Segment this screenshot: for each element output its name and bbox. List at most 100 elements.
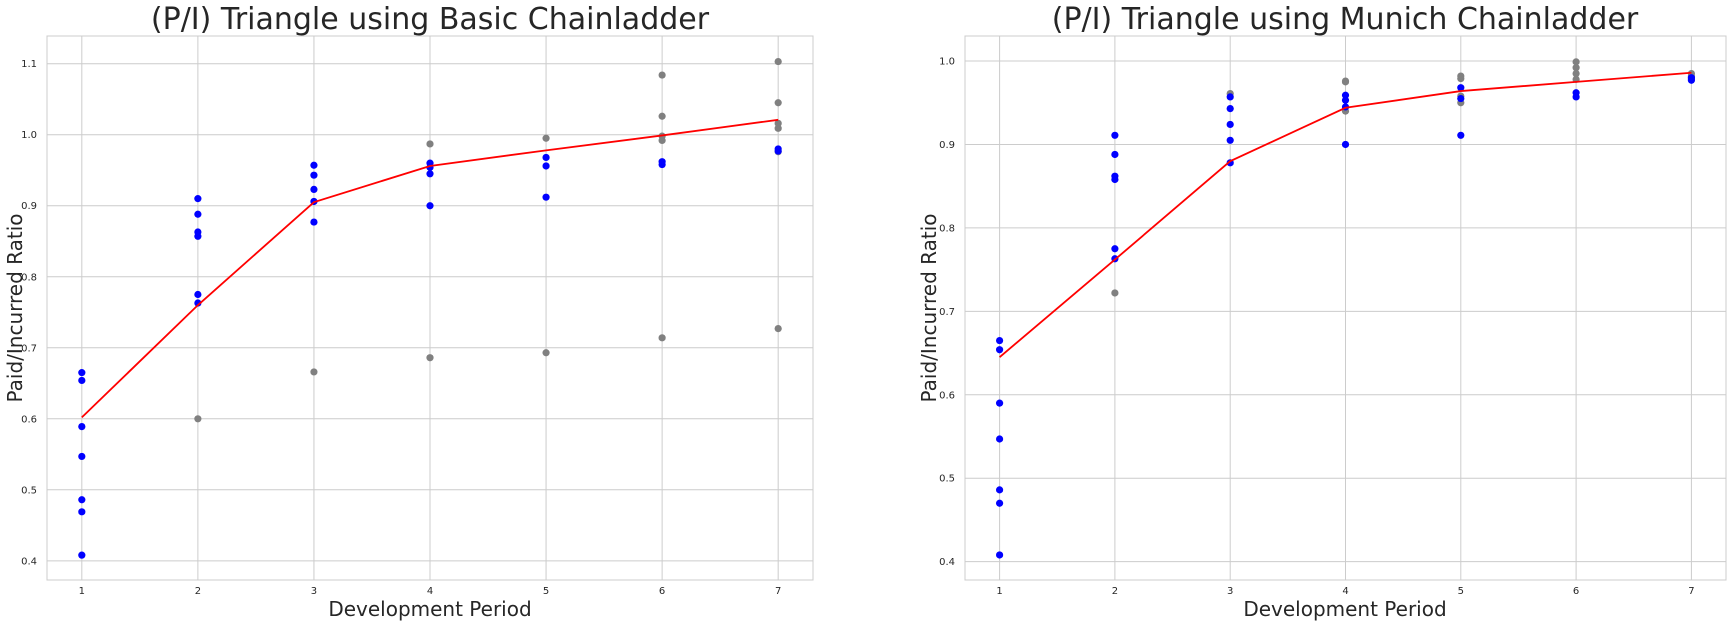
observed-point: [542, 193, 550, 201]
observed-point: [1457, 84, 1465, 92]
y-tick-label: 1.0: [939, 57, 955, 68]
observed-point: [1226, 104, 1234, 113]
projected-point: [1341, 77, 1350, 85]
y-tick-label: 1.0: [21, 130, 37, 141]
x-tick-label: 5: [1458, 586, 1464, 597]
observed-point: [78, 369, 86, 377]
projected-point: [774, 124, 782, 132]
observed-point: [78, 423, 86, 431]
grid-lines: [965, 36, 1726, 580]
x-tick-label: 7: [1688, 586, 1694, 597]
observed-point: [78, 508, 86, 516]
observed-point: [310, 161, 318, 169]
projected-point: [1457, 74, 1465, 83]
x-tick-label: 2: [1112, 586, 1118, 597]
projected-point: [774, 57, 782, 66]
observed-point: [1341, 140, 1350, 149]
projected-point: [658, 112, 666, 120]
y-axis-label: Paid/Incurred Ratio: [3, 213, 27, 402]
y-tick-label: 0.7: [939, 307, 955, 318]
observed-point: [1572, 93, 1580, 101]
x-tick-label: 3: [1227, 586, 1233, 597]
observed-point: [194, 290, 202, 299]
projected-point: [658, 334, 666, 342]
projected-point: [426, 140, 434, 148]
projected-point: [1572, 58, 1580, 66]
y-tick-label: 1.1: [21, 59, 37, 70]
observed-point: [78, 376, 86, 385]
x-tick-label: 7: [775, 586, 781, 597]
observed-point: [1457, 94, 1465, 103]
observed-point: [1226, 136, 1234, 144]
data-marks: [78, 57, 782, 559]
observed-point: [194, 210, 202, 218]
observed-point: [1226, 120, 1234, 129]
y-tick-label: 0.9: [21, 201, 37, 212]
observed-point: [995, 399, 1004, 407]
observed-point: [194, 299, 202, 307]
observed-point: [1111, 150, 1119, 159]
y-tick-label: 0.8: [21, 272, 37, 283]
y-tick-label: 0.9: [939, 140, 955, 151]
observed-point: [78, 496, 86, 504]
projected-point: [542, 134, 550, 142]
observed-point: [426, 170, 434, 178]
x-axis-label: Development Period: [328, 597, 531, 621]
x-tick-label: 1: [79, 586, 85, 597]
x-tick-label: 6: [659, 586, 665, 597]
observed-point: [194, 232, 202, 240]
observed-point: [310, 185, 318, 193]
y-tick-label: 0.4: [21, 556, 37, 567]
y-tick-label: 0.6: [939, 390, 955, 401]
observed-point: [78, 452, 86, 461]
y-tick-label: 0.7: [21, 343, 37, 354]
projected-point: [542, 349, 550, 357]
x-axis-label: Development Period: [1243, 597, 1446, 621]
projected-point: [194, 415, 202, 423]
data-marks: [995, 58, 1696, 559]
observed-point: [1226, 93, 1234, 101]
observed-point: [995, 551, 1004, 559]
projected-point: [774, 324, 782, 333]
y-axis-label: Paid/Incurred Ratio: [917, 213, 941, 402]
observed-point: [995, 336, 1004, 345]
observed-point: [1457, 131, 1465, 139]
observed-point: [542, 162, 550, 170]
observed-point: [995, 435, 1004, 443]
chart-title: (P/I) Triangle using Basic Chainladder: [151, 2, 710, 37]
observed-point: [774, 147, 782, 155]
projected-point: [774, 119, 782, 127]
projected-point: [1572, 64, 1580, 72]
observed-point: [995, 499, 1004, 507]
chart-munich-chainladder: 1 2 3 4 5 6 7 0.4 0.5 0.6 0.7 0.8 0.9 1.0 (P/I) Trian…: [917, 2, 1727, 621]
x-tick-label: 2: [195, 586, 201, 597]
observed-point: [1687, 76, 1696, 84]
observed-point: [426, 202, 434, 210]
projected-point: [426, 354, 434, 362]
y-tick-label: 0.5: [21, 485, 37, 496]
observed-point: [995, 486, 1004, 494]
grid-lines: [47, 36, 813, 580]
chart-title: (P/I) Triangle using Munich Chainladder: [1052, 2, 1639, 37]
tick-labels: 1 2 3 4 5 6 7 0.4 0.5 0.6 0.7 0.8 0.9 1.0 1.1: [21, 59, 781, 597]
observed-point: [542, 153, 550, 162]
x-tick-label: 6: [1573, 586, 1579, 597]
y-tick-label: 0.6: [21, 414, 37, 425]
observed-point: [995, 346, 1004, 354]
x-tick-label: 4: [427, 586, 433, 597]
projected-point: [1111, 289, 1119, 297]
average-ratio-line: [999, 71, 1692, 358]
observed-point: [310, 171, 318, 179]
tick-labels: 1 2 3 4 5 6 7 0.4 0.5 0.6 0.7 0.8 0.9 1.0: [939, 57, 1695, 597]
observed-point: [658, 160, 666, 169]
average-ratio-line: [81, 118, 779, 419]
observed-point: [1111, 175, 1119, 184]
observed-point: [78, 551, 86, 559]
observed-point: [1111, 131, 1119, 139]
chart-basic-chainladder: 1 2 3 4 5 6 7 0.4 0.5 0.6 0.7 0.8 0.9 1.0 1.1 (P/I) Tr…: [3, 2, 814, 621]
observed-point: [1341, 91, 1350, 99]
x-tick-label: 5: [543, 586, 549, 597]
x-tick-label: 4: [1342, 586, 1348, 597]
x-tick-label: 3: [311, 586, 317, 597]
